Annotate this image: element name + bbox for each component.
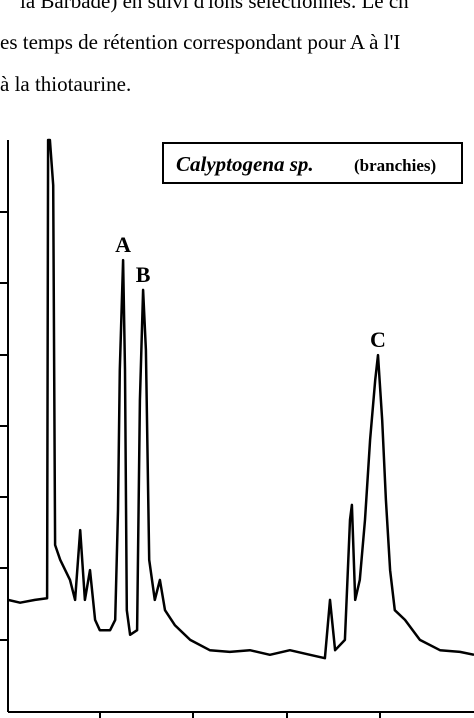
trace	[7, 138, 474, 660]
peak-label: B	[136, 262, 151, 287]
peak-label: A	[115, 232, 131, 257]
legend-title: Calyptogena sp.	[176, 152, 314, 176]
body-text: es temps de rétention correspondant pour…	[0, 30, 400, 54]
body-text: la Barbade) en suivi d'ions sélectionnés…	[20, 0, 409, 13]
peak-label: C	[370, 327, 386, 352]
axes	[0, 140, 474, 718]
legend-subtitle: (branchies)	[354, 156, 436, 175]
legend-box	[162, 142, 463, 184]
body-text: à la thiotaurine.	[0, 72, 131, 96]
